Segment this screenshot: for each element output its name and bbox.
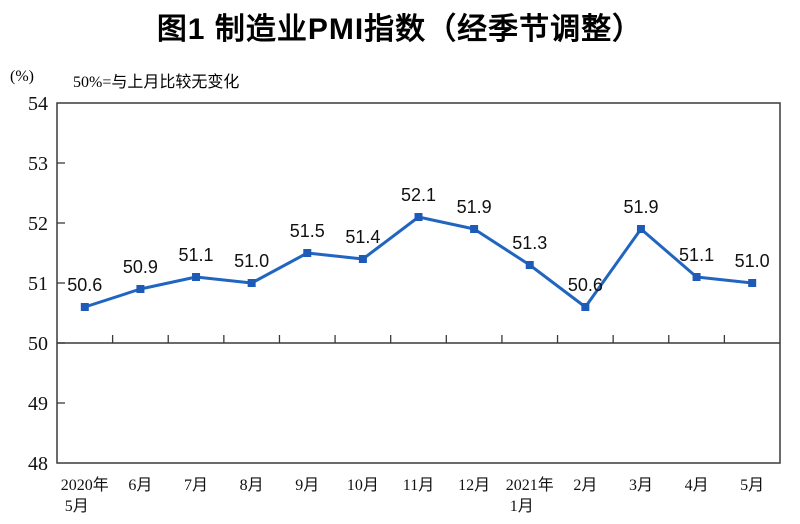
y-tick-label: 48 (28, 453, 48, 475)
y-tick-label: 51 (28, 273, 48, 295)
data-point-marker (581, 303, 590, 311)
x-tick-label: 8月 (240, 477, 264, 494)
data-point-label: 51.3 (512, 233, 547, 253)
data-point-label: 50.6 (67, 275, 102, 295)
data-point-label: 51.0 (234, 251, 269, 271)
y-tick-label: 49 (28, 393, 48, 415)
x-tick-label: 2020年 (61, 476, 109, 494)
chart-note: 50%=与上月比较无变化 (73, 74, 240, 91)
data-point-label: 51.1 (179, 245, 214, 265)
y-tick-label: 54 (28, 93, 48, 115)
chart-title: 图1 制造业PMI指数（经季节调整） (156, 13, 644, 46)
y-tick-label: 50 (28, 333, 48, 355)
data-point-label: 50.6 (568, 275, 603, 295)
y-axis-unit-label: (%) (10, 68, 34, 85)
data-point-marker (470, 225, 479, 233)
data-point-marker (247, 279, 256, 287)
data-point-marker (414, 213, 423, 221)
y-tick-label: 53 (28, 153, 48, 175)
data-point-label: 50.9 (123, 257, 158, 277)
x-tick-label: 3月 (629, 477, 653, 494)
data-point-marker (80, 303, 89, 311)
data-point-marker (748, 279, 757, 287)
x-tick-label: 4月 (685, 477, 709, 494)
x-tick-label: 1月 (510, 498, 534, 515)
data-point-label: 51.5 (290, 221, 325, 241)
data-point-marker (192, 273, 201, 281)
x-tick-label: 5月 (740, 477, 764, 494)
x-tick-label: 7月 (184, 477, 208, 494)
x-tick-label: 5月 (65, 498, 89, 515)
x-tick-label: 2月 (573, 477, 597, 494)
x-tick-label: 12月 (458, 477, 490, 494)
data-point-label: 51.1 (679, 245, 714, 265)
data-point-marker (136, 285, 145, 293)
data-point-marker (358, 255, 367, 263)
data-point-label: 51.9 (623, 197, 658, 217)
data-point-label: 51.4 (345, 227, 380, 247)
data-point-label: 52.1 (401, 185, 436, 205)
data-point-label: 51.0 (735, 251, 770, 271)
data-point-marker (525, 261, 534, 269)
data-point-marker (303, 249, 312, 257)
x-tick-label: 10月 (347, 477, 379, 494)
data-point-marker (692, 273, 701, 281)
data-point-label: 51.9 (457, 197, 492, 217)
x-tick-label: 9月 (295, 477, 319, 494)
x-tick-label: 11月 (403, 477, 434, 494)
x-tick-label: 6月 (128, 477, 152, 494)
y-tick-label: 52 (28, 213, 48, 235)
data-point-marker (636, 225, 645, 233)
x-tick-label: 2021年 (506, 476, 554, 494)
